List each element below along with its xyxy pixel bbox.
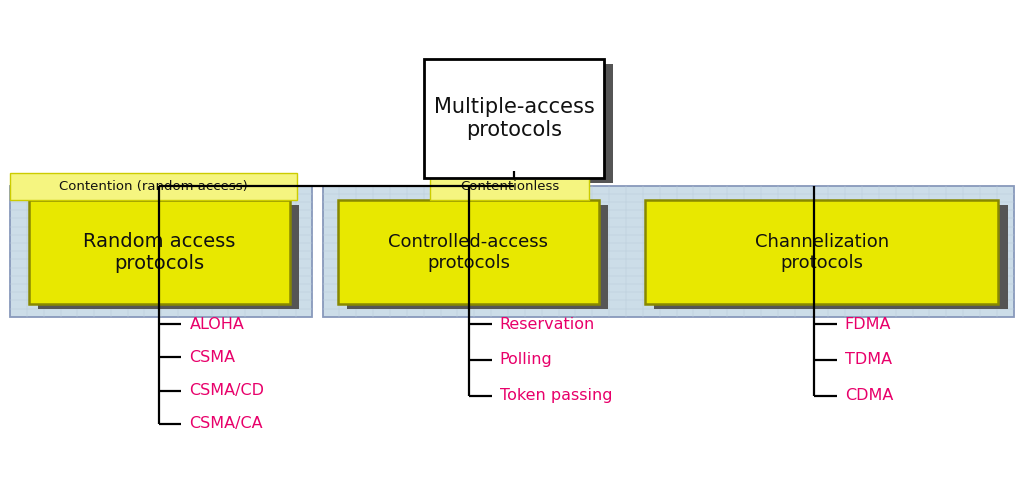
Bar <box>424 59 603 178</box>
Bar <box>38 205 299 309</box>
Bar <box>338 200 599 304</box>
Bar <box>347 205 608 309</box>
Bar <box>434 64 612 183</box>
Text: Channelization
protocols: Channelization protocols <box>755 233 889 272</box>
Text: Multiple-access
protocols: Multiple-access protocols <box>434 97 594 141</box>
Text: CDMA: CDMA <box>845 388 893 403</box>
Text: Random access
protocols: Random access protocols <box>83 232 236 273</box>
Bar <box>29 200 290 304</box>
Text: Contentionless: Contentionless <box>460 180 559 194</box>
Text: Contention (random access): Contention (random access) <box>59 180 248 194</box>
Text: CSMA/CD: CSMA/CD <box>189 383 264 398</box>
Text: TDMA: TDMA <box>845 352 892 367</box>
Bar <box>430 173 589 200</box>
Text: Token passing: Token passing <box>500 388 612 403</box>
Bar <box>654 205 1008 309</box>
Bar <box>645 200 998 304</box>
Text: Controlled-access
protocols: Controlled-access protocols <box>388 233 549 272</box>
Text: FDMA: FDMA <box>845 317 891 332</box>
Bar <box>10 173 297 200</box>
Text: Reservation: Reservation <box>500 317 595 332</box>
Text: Polling: Polling <box>500 352 553 367</box>
Bar <box>323 186 1014 317</box>
Text: CSMA: CSMA <box>189 350 236 365</box>
Text: ALOHA: ALOHA <box>189 317 245 332</box>
Bar <box>10 186 312 317</box>
Text: CSMA/CA: CSMA/CA <box>189 416 263 431</box>
